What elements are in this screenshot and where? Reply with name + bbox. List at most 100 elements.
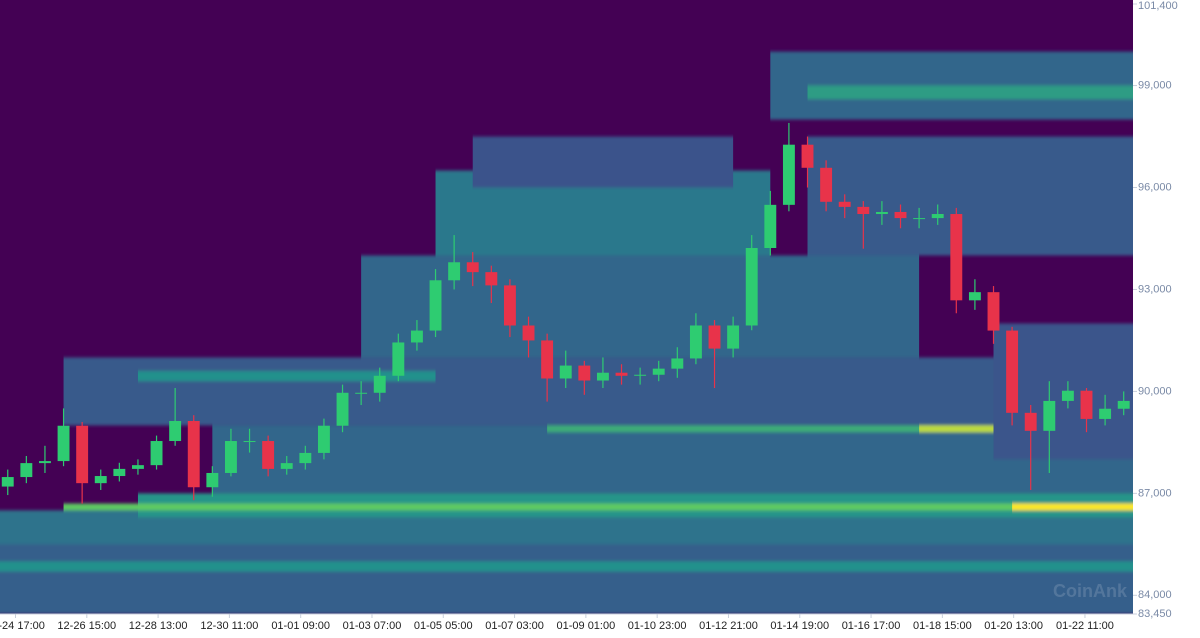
- y-tick-label: 93,000: [1138, 283, 1172, 295]
- heat-band: [472, 136, 734, 188]
- candle-body: [950, 214, 963, 301]
- candle-body: [578, 365, 591, 381]
- candle-body: [1061, 390, 1074, 401]
- candle-body: [894, 211, 907, 219]
- candle-body: [801, 144, 814, 168]
- candle-body: [1099, 408, 1112, 419]
- x-tick-label: 01-03 07:00: [343, 620, 402, 632]
- candle-body: [1024, 412, 1037, 431]
- candle-body: [1006, 330, 1019, 413]
- heat-band: [137, 371, 436, 382]
- heat-band: [63, 357, 994, 426]
- candle-body: [838, 201, 851, 207]
- candles: [1, 122, 1130, 504]
- x-tick-label: 01-12 21:00: [699, 620, 758, 632]
- heat-band: [919, 425, 1013, 433]
- candle-body: [262, 441, 275, 469]
- candle-body: [38, 461, 51, 464]
- candle-body: [634, 374, 647, 376]
- candle-body: [187, 420, 200, 488]
- candle-body: [1117, 400, 1130, 409]
- x-tick-label: 01-01 09:00: [271, 620, 330, 632]
- candle-body: [94, 476, 107, 484]
- candle-body: [317, 425, 330, 453]
- candle-body: [57, 425, 70, 462]
- candle-body: [280, 463, 293, 469]
- x-tick-label: 01-20 13:00: [984, 620, 1043, 632]
- candle-body: [1, 477, 14, 487]
- heat-band: [1012, 503, 1133, 511]
- candle-body: [987, 292, 1000, 331]
- candle-body: [968, 292, 981, 301]
- x-tick-label: 12-28 13:00: [129, 620, 188, 632]
- y-tick-label: 84,000: [1138, 589, 1172, 601]
- candle-body: [448, 262, 461, 281]
- y-tick-label: 83,450: [1138, 608, 1172, 620]
- axes: 83,450 84,000 87,000 90,000 93,000 96,000 99,0…: [0, 0, 1178, 632]
- candle-body: [392, 342, 405, 376]
- heat-band: [212, 425, 1133, 494]
- y-tick-label: 99,000: [1138, 79, 1172, 91]
- heatmap: [0, 51, 1133, 614]
- candle-body: [355, 392, 368, 394]
- x-tick-label: 01-22 11:00: [1056, 620, 1114, 632]
- candle-body: [745, 248, 758, 326]
- candle-body: [466, 262, 479, 273]
- x-tick-label: 01-18 15:00: [913, 620, 972, 632]
- candle-body: [559, 365, 572, 379]
- candle-body: [689, 325, 702, 359]
- heat-band: [361, 255, 920, 358]
- candle-body: [522, 325, 535, 341]
- candle-body: [169, 420, 182, 442]
- candle-body: [782, 144, 795, 205]
- heat-band: [807, 85, 1133, 100]
- candle-body: [1080, 390, 1093, 419]
- y-tick-label: 96,000: [1138, 181, 1172, 193]
- candle-body: [820, 167, 833, 202]
- x-tick-label: 01-07 03:00: [485, 620, 544, 632]
- heat-band: [807, 136, 1133, 256]
- x-tick-label: 12-30 11:00: [200, 620, 258, 632]
- x-tick-label: 12-24 17:00: [0, 620, 45, 632]
- candle-body: [541, 340, 554, 379]
- y-tick-label: 90,000: [1138, 385, 1172, 397]
- candle-body: [764, 204, 777, 248]
- heat-band: [0, 561, 1133, 572]
- candle-body: [857, 206, 870, 215]
- candle-body: [913, 218, 926, 220]
- heat-band: [63, 503, 1133, 511]
- candle-body: [224, 441, 237, 473]
- watermark: CoinAnk: [1053, 581, 1128, 601]
- x-tick-label: 01-10 23:00: [628, 620, 687, 632]
- candle-body: [131, 465, 144, 469]
- x-tick-label: 12-26 15:00: [57, 620, 116, 632]
- y-tick-label: 87,000: [1138, 487, 1172, 499]
- x-tick-label: 01-16 17:00: [842, 620, 901, 632]
- candle-body: [150, 441, 163, 466]
- x-tick-label: 01-05 05:00: [414, 620, 473, 632]
- candle-body: [113, 468, 126, 477]
- x-tick-label: 01-14 19:00: [770, 620, 829, 632]
- candle-body: [410, 330, 423, 343]
- candle-body: [206, 472, 219, 488]
- candle-body: [652, 368, 665, 375]
- candle-body: [299, 452, 312, 464]
- candle-body: [336, 392, 349, 426]
- candle-body: [243, 441, 256, 443]
- candle-body: [373, 375, 386, 393]
- candle-body: [429, 280, 442, 331]
- x-tick-label: 01-09 01:00: [557, 620, 616, 632]
- candle-body: [485, 272, 498, 286]
- candle-body: [931, 214, 944, 219]
- candle-body: [727, 325, 740, 349]
- candle-body: [503, 285, 516, 326]
- candle-body: [875, 211, 888, 215]
- candle-body: [596, 372, 609, 381]
- candle-body: [708, 325, 721, 349]
- candle-body: [20, 463, 33, 478]
- candle-body: [76, 425, 89, 484]
- candle-body: [671, 358, 684, 369]
- candle-body: [1043, 400, 1056, 431]
- heat-band: [547, 425, 1013, 433]
